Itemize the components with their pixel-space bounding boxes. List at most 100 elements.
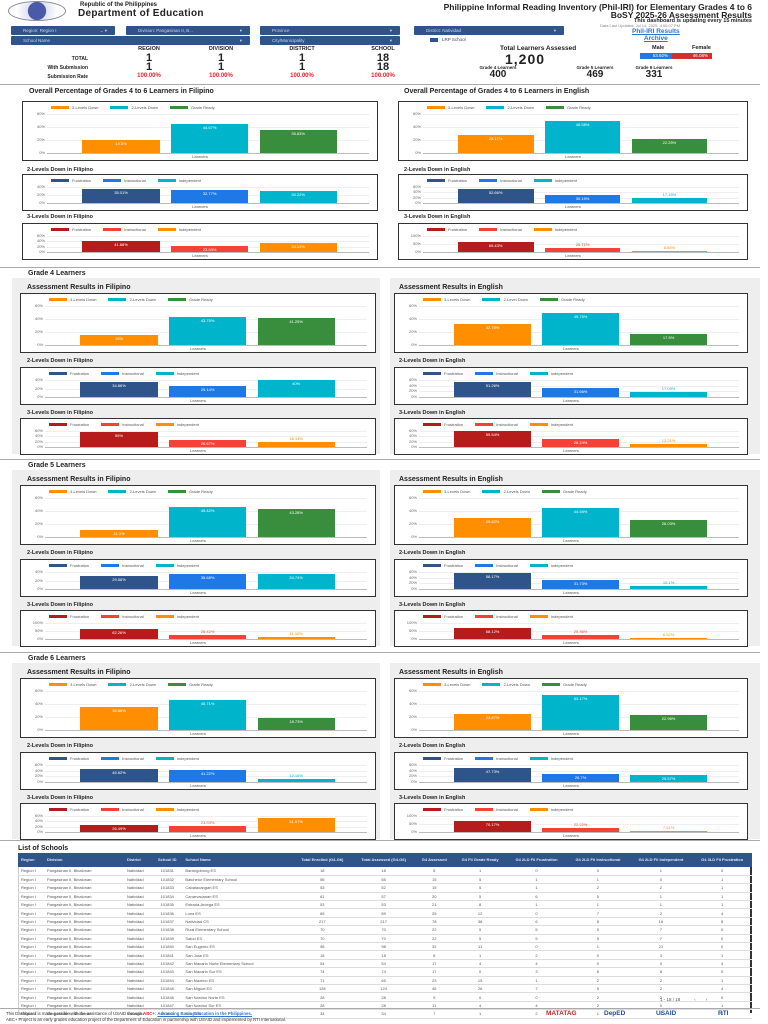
bar-grade-ready[interactable]: 35.83% — [259, 129, 337, 153]
bar-independent[interactable]: 12.21% — [630, 438, 707, 447]
legend-item[interactable]: Instructional — [101, 807, 144, 812]
column-header[interactable]: G4 2LD Fil Independent — [629, 853, 693, 867]
legend-item[interactable]: Frustration — [51, 227, 91, 232]
bar-3-levels-down[interactable]: 29.42% — [454, 517, 531, 537]
legend-item[interactable]: Independent — [533, 227, 577, 232]
bar-frustration[interactable]: 65.43% — [457, 241, 534, 252]
bar-2-levels-down[interactable]: 48.58% — [544, 121, 621, 153]
legend-item[interactable]: Frustration — [423, 807, 463, 812]
table-row[interactable]: Region I Pangasinan II, Binalonan Nativida… — [18, 934, 752, 944]
bar-instructional[interactable]: 22.22% — [542, 822, 619, 832]
column-header[interactable]: Region — [18, 853, 44, 867]
legend-item[interactable]: Frustration — [51, 178, 91, 183]
bar-3-levels-down[interactable]: 35.56% — [80, 706, 158, 730]
legend-item[interactable]: 2-Levels Down — [110, 105, 158, 110]
legend-item[interactable]: 3-Levels Down — [49, 682, 96, 687]
bar-frustration[interactable]: 59.54% — [454, 431, 531, 447]
column-header[interactable]: G4 Fil Grade Ready — [453, 853, 507, 867]
column-header[interactable]: Total Assessed (G4-G6) — [352, 853, 416, 867]
bar-frustration[interactable]: 29.58% — [80, 576, 158, 589]
legend-item[interactable]: Instructional — [101, 614, 144, 619]
table-row[interactable]: Region I Pangasinan II, Binalonan Nativida… — [18, 984, 752, 994]
legend-item[interactable]: 2-Levels Down — [482, 682, 530, 687]
bar-instructional[interactable]: 26.7% — [542, 774, 619, 782]
bar-frustration[interactable]: 51.26% — [454, 382, 531, 397]
division-filter[interactable]: Division: Pangasinan II, B... ▾ — [126, 26, 250, 35]
legend-item[interactable]: Instructional — [475, 807, 518, 812]
column-header[interactable]: School Name — [182, 853, 293, 867]
bar-instructional[interactable]: 32.77% — [170, 189, 249, 203]
table-row[interactable]: Region I Pangasinan II, Binalonan Nativida… — [18, 867, 752, 876]
legend-item[interactable]: Grade Ready — [167, 297, 213, 302]
bar-frustration[interactable]: 46.62% — [80, 768, 158, 782]
bar-instructional[interactable]: 28.24% — [542, 439, 619, 447]
bar-2-levels-down[interactable]: 43.75% — [168, 316, 247, 345]
legend-item[interactable]: Instructional — [101, 371, 144, 376]
legend-item[interactable]: Independent — [529, 371, 573, 376]
bar-instructional[interactable]: 35.68% — [168, 573, 247, 589]
school-name-filter[interactable]: School Name ▾ — [11, 36, 250, 45]
bar-independent[interactable]: 11.32% — [257, 631, 335, 639]
legend-item[interactable]: Frustration — [49, 563, 89, 568]
legend-item[interactable]: 2-Levels Down — [482, 489, 530, 494]
legend-item[interactable]: Independent — [157, 178, 201, 183]
bar-grade-ready[interactable]: 43.28% — [257, 508, 335, 537]
bar-2-levels-down[interactable]: 53.17% — [542, 695, 619, 730]
column-header[interactable]: Division — [43, 853, 124, 867]
legend-item[interactable]: 3-Levels Down — [49, 297, 96, 302]
legend-item[interactable]: Independent — [157, 227, 201, 232]
bar-frustration[interactable]: 52.66% — [457, 188, 534, 203]
legend-item[interactable]: Frustration — [49, 614, 89, 619]
abc-link[interactable]: Advancing Basic Education in the Philipp… — [157, 1011, 252, 1016]
table-row[interactable]: Region I Pangasinan II, Binalonan Nativida… — [18, 892, 752, 902]
legend-item[interactable]: 3-Levels Down — [49, 489, 96, 494]
bar-grade-ready[interactable]: 41.25% — [257, 318, 335, 345]
legend-item[interactable]: Instructional — [475, 756, 518, 761]
bar-instructional[interactable]: 25.36% — [542, 629, 619, 639]
city-municipality-filter[interactable]: City/Municipality ▾ — [260, 36, 400, 45]
table-row[interactable]: Region I Pangasinan II, Binalonan Nativida… — [18, 917, 752, 927]
bar-frustration[interactable]: 26.49% — [80, 824, 158, 832]
bar-instructional[interactable]: 26.42% — [168, 629, 247, 639]
legend-item[interactable]: 3-Levels Down — [423, 682, 470, 687]
legend-item[interactable]: Frustration — [49, 807, 89, 812]
table-row[interactable]: Region I Pangasinan II, Binalonan Nativida… — [18, 908, 752, 918]
column-header[interactable]: District — [123, 853, 153, 867]
legend-item[interactable]: Grade Ready — [167, 489, 213, 494]
column-header[interactable]: G4 2LD Fil Instructional — [566, 853, 630, 867]
legend-item[interactable]: Frustration — [427, 178, 467, 183]
bar-independent[interactable]: 34.74% — [257, 574, 335, 589]
bar-independent[interactable]: 51.57% — [257, 818, 335, 832]
bar-instructional[interactable]: 30.19% — [544, 194, 621, 203]
bar-frustration[interactable]: 58.17% — [454, 572, 531, 589]
legend-item[interactable]: Frustration — [427, 227, 467, 232]
pagination[interactable]: 1 - 18 / 18 ‹ › — [660, 997, 708, 1002]
legend-item[interactable]: Independent — [529, 422, 573, 427]
table-row[interactable]: Region I Pangasinan II, Binalonan Nativida… — [18, 950, 752, 960]
legend-item[interactable]: 2-Level Down — [482, 297, 528, 302]
bar-frustration[interactable]: 47.73% — [454, 768, 531, 782]
legend-item[interactable]: Frustration — [423, 422, 463, 427]
bar-independent[interactable]: 34.19% — [259, 242, 337, 252]
district-filter[interactable]: District: Natividad ▾ — [414, 26, 564, 35]
bar-grade-ready[interactable]: 22.96% — [630, 715, 707, 730]
prev-page-icon[interactable]: ‹ — [694, 997, 696, 1002]
bar-frustration[interactable]: 34.86% — [80, 382, 158, 397]
table-row[interactable]: Region I Pangasinan II, Binalonan Nativida… — [18, 1009, 752, 1019]
bar-independent[interactable]: 40% — [257, 380, 335, 397]
bar-2-level-down[interactable]: 49.75% — [542, 312, 619, 345]
legend-item[interactable]: Frustration — [423, 371, 463, 376]
bar-independent[interactable]: 25.57% — [630, 774, 707, 782]
bar-frustration[interactable]: 68.12% — [454, 628, 531, 639]
legend-item[interactable]: Frustration — [423, 563, 463, 568]
legend-item[interactable]: Independent — [529, 614, 573, 619]
bar-grade-ready[interactable]: 18.73% — [257, 717, 335, 730]
table-row[interactable]: Region I Pangasinan II, Binalonan Nativida… — [18, 875, 752, 885]
legend-item[interactable]: Instructional — [475, 563, 518, 568]
legend-item[interactable]: Frustration — [49, 371, 89, 376]
bar-3-levels-down[interactable]: 15% — [80, 335, 158, 345]
bar-instructional[interactable]: 23.93% — [170, 245, 249, 252]
legend-item[interactable]: Instructional — [103, 227, 146, 232]
bar-instructional[interactable]: 41.22% — [168, 770, 247, 782]
legend-item[interactable]: Independent — [155, 614, 199, 619]
